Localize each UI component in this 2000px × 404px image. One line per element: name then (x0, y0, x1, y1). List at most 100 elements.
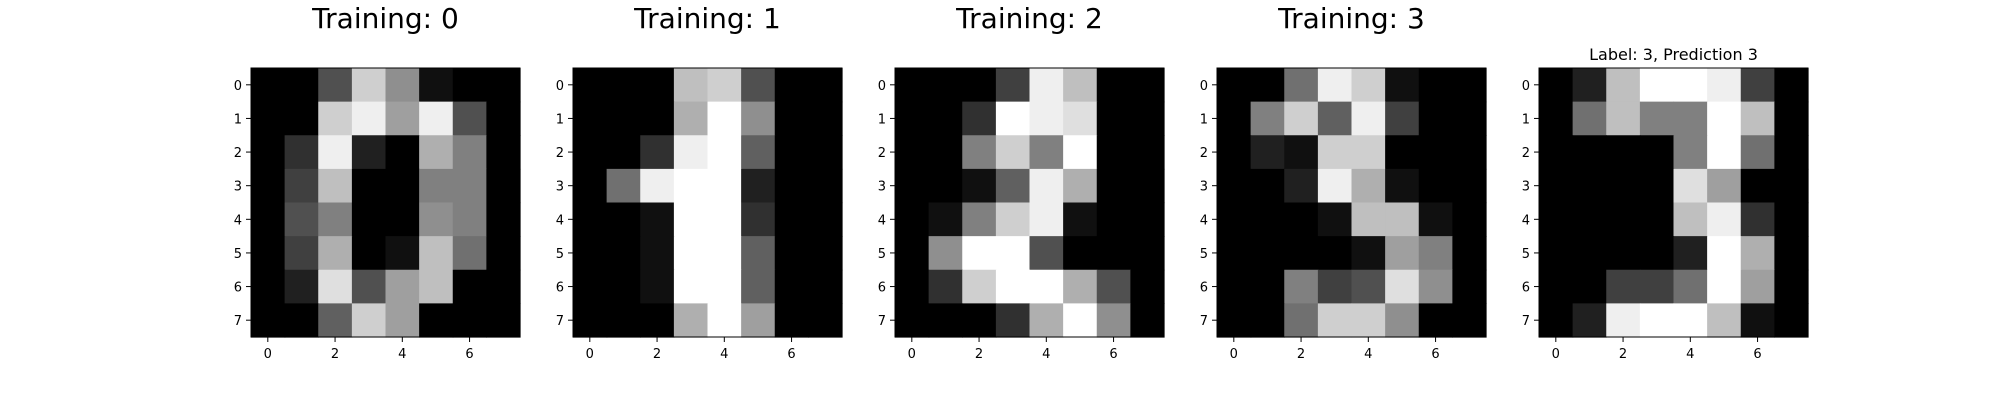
pixel-cell (1029, 303, 1064, 338)
y-tick-label: 1 (1522, 112, 1530, 127)
pixel-cell (1539, 269, 1574, 304)
x-tick-label: 6 (787, 347, 795, 362)
pixel-cell (895, 269, 930, 304)
y-tick-label: 3 (878, 180, 886, 195)
y-tick-label: 5 (556, 247, 564, 262)
pixel-cell (1284, 68, 1319, 103)
pixel-cell (1063, 303, 1098, 338)
pixel-cell (1673, 236, 1708, 271)
pixel-cell (284, 101, 319, 136)
pixel-cell (995, 236, 1031, 271)
y-tick-label: 1 (556, 112, 564, 127)
pixel-cell (573, 168, 608, 204)
pixel-cell (1539, 236, 1574, 271)
pixel-cell (1639, 168, 1675, 204)
pixel-cell (1639, 135, 1675, 170)
pixel-cell (1572, 68, 1607, 103)
pixel-cell (1606, 303, 1641, 338)
pixel-cell (419, 269, 454, 304)
pixel-cell (1418, 135, 1453, 170)
y-tick-label: 6 (1522, 281, 1530, 296)
pixel-cell (486, 135, 521, 170)
pixel-cell (928, 135, 963, 170)
pixel-cell (640, 269, 675, 304)
pixel-cell (962, 68, 997, 103)
pixel-cell (1029, 168, 1064, 204)
pixel-cell (707, 303, 742, 338)
pixel-cell (1284, 303, 1319, 338)
pixel-cell (1707, 135, 1742, 170)
y-tick-label: 7 (878, 314, 886, 329)
pixel-cell (1217, 101, 1252, 136)
pixel-cell (808, 269, 843, 304)
pixel-cell (1351, 202, 1386, 237)
pixel-cell (1606, 101, 1641, 136)
pixel-cell (1673, 168, 1708, 204)
pixel-cell (1774, 101, 1809, 136)
pixel-cell (640, 236, 675, 271)
pixel-cell (573, 303, 608, 338)
y-tick-label: 3 (1200, 180, 1208, 195)
pixel-cell (774, 101, 809, 136)
pixel-cell (1250, 202, 1285, 237)
axes-frame (250, 67, 521, 338)
pixel-cell (1606, 202, 1641, 237)
pixel-cell (452, 135, 487, 170)
pixel-cell (452, 202, 487, 237)
pixel-cell (452, 303, 487, 338)
y-tick-label: 4 (1200, 213, 1208, 228)
x-tick-label: 6 (1431, 347, 1439, 362)
pixel-cell (606, 269, 641, 304)
pixel-cell (452, 269, 487, 304)
pixel-cell (1217, 68, 1252, 103)
pixel-cell (1740, 303, 1775, 338)
pixel-cell (808, 202, 843, 237)
pixel-cell (1317, 101, 1353, 136)
pixel-cell (1029, 135, 1064, 170)
pixel-cell (741, 236, 776, 271)
pixel-cell (1639, 68, 1675, 103)
x-tick-label: 4 (1686, 347, 1694, 362)
pixel-cell (1418, 236, 1453, 271)
pixel-cell (995, 269, 1031, 304)
pixel-cell (1317, 135, 1353, 170)
pixel-cell (962, 202, 997, 237)
pixel-cell (1130, 236, 1165, 271)
y-tick-label: 2 (878, 146, 886, 161)
pixel-cell (251, 135, 286, 170)
pixel-cell (741, 202, 776, 237)
pixel-cell (573, 236, 608, 271)
pixel-cell (707, 101, 742, 136)
pixel-cell (1673, 303, 1708, 338)
pixel-cell (1351, 303, 1386, 338)
y-tick-label: 4 (1522, 213, 1530, 228)
pixel-cell (808, 101, 843, 136)
y-tick-label: 5 (1522, 247, 1530, 262)
pixel-cell (284, 68, 319, 103)
pixel-cell (385, 135, 420, 170)
pixel-cell (1673, 202, 1708, 237)
pixel-cell (928, 101, 963, 136)
pixel-cell (1639, 269, 1675, 304)
pixel-cell (452, 68, 487, 103)
pixel-cell (486, 236, 521, 271)
pixel-cell (640, 101, 675, 136)
pixel-cell (1317, 303, 1353, 338)
pixel-cell (1250, 269, 1285, 304)
heatmap-panel-1: Training: 1 0 1 2 3 4 5 6 7 0 2 4 6 (556, 2, 843, 362)
pixel-cell (318, 101, 353, 136)
x-tick-label: 0 (264, 347, 272, 362)
x-tick-label: 0 (586, 347, 594, 362)
pixel-cell (486, 269, 521, 304)
pixel-cell (741, 303, 776, 338)
pixel-cell (385, 168, 420, 204)
pixel-cell (318, 236, 353, 271)
pixel-cell (1063, 135, 1098, 170)
x-tick-label: 0 (1552, 347, 1560, 362)
pixel-cell (895, 303, 930, 338)
pixel-cell (640, 68, 675, 103)
pixel-cell (385, 303, 420, 338)
y-tick-label: 1 (1200, 112, 1208, 127)
pixel-cell (284, 269, 319, 304)
x-tick-label: 2 (331, 347, 339, 362)
